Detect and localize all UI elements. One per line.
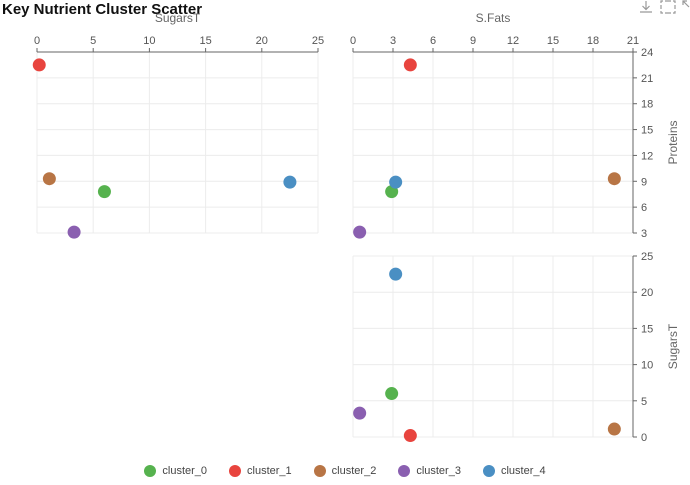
- chart-toolbar: [638, 0, 690, 14]
- legend-label: cluster_2: [331, 465, 377, 477]
- legend-label: cluster_1: [247, 465, 292, 477]
- panel-fats-vs-sugars: 0 5 10 15 20 25 SugarsT: [352, 251, 680, 444]
- legend-marker: [313, 465, 326, 477]
- x-tick-label: 21: [627, 35, 639, 47]
- legend-marker: [229, 465, 242, 477]
- panel-sugars-vs-proteins: 0 5 10 15 20 25 SugarsT: [32, 11, 324, 239]
- y-axis-label: SugarsT: [666, 323, 680, 369]
- select-box-icon[interactable]: [660, 0, 676, 14]
- data-point-cluster_1[interactable]: [403, 429, 417, 443]
- data-point-cluster_2[interactable]: [607, 172, 621, 186]
- y-tick-label: 25: [641, 251, 653, 263]
- chart-title: Key Nutrient Cluster Scatter: [2, 1, 203, 18]
- y-tick-label: 18: [641, 99, 653, 111]
- data-point-cluster_4[interactable]: [389, 175, 403, 189]
- x-tick-label: 0: [34, 35, 40, 47]
- legend-item-cluster_1[interactable]: cluster_1: [229, 465, 292, 477]
- data-point-cluster_1[interactable]: [32, 58, 46, 72]
- y-tick-label: 10: [641, 360, 653, 372]
- x-tick-label: 0: [350, 35, 356, 47]
- x-tick-label: 10: [143, 35, 155, 47]
- data-point-cluster_4[interactable]: [389, 267, 403, 281]
- legend-item-cluster_3[interactable]: cluster_3: [398, 465, 461, 477]
- legend-item-cluster_0[interactable]: cluster_0: [144, 465, 207, 477]
- y-tick-label: 15: [641, 125, 653, 137]
- legend-label: cluster_0: [162, 465, 208, 477]
- x-tick-label: 15: [547, 35, 559, 47]
- legend-label: cluster_3: [416, 465, 461, 477]
- legend-marker: [144, 465, 157, 477]
- x-tick-label: 9: [470, 35, 476, 47]
- x-tick-label: 6: [430, 35, 436, 47]
- data-point-cluster_2[interactable]: [607, 422, 621, 436]
- y-tick-label: 20: [641, 287, 653, 299]
- data-point-cluster_3[interactable]: [353, 225, 367, 239]
- y-tick-label: 3: [641, 228, 647, 240]
- x-tick-label: 25: [312, 35, 324, 47]
- x-axis-label: S.Fats: [476, 11, 511, 25]
- data-point-cluster_0[interactable]: [385, 387, 399, 401]
- x-tick-label: 18: [587, 35, 599, 47]
- data-point-cluster_3[interactable]: [353, 406, 367, 420]
- y-tick-label: 5: [641, 396, 647, 408]
- x-axis-label: SugarsT: [155, 11, 201, 25]
- y-tick-label: 24: [641, 47, 653, 59]
- y-tick-label: 0: [641, 432, 647, 444]
- legend-item-cluster_2[interactable]: cluster_2: [313, 465, 377, 477]
- x-tick-label: 20: [256, 35, 268, 47]
- x-tick-label: 12: [507, 35, 519, 47]
- y-tick-label: 6: [641, 202, 647, 214]
- y-tick-label: 15: [641, 323, 653, 335]
- y-tick-label: 9: [641, 176, 647, 188]
- data-point-cluster_4[interactable]: [283, 175, 297, 189]
- x-tick-label: 15: [199, 35, 211, 47]
- legend-label: cluster_4: [500, 465, 546, 477]
- legend-item-cluster_4[interactable]: cluster_4: [482, 465, 546, 477]
- data-point-cluster_2[interactable]: [42, 172, 56, 186]
- legend-marker: [482, 465, 495, 477]
- data-point-cluster_3[interactable]: [67, 225, 81, 239]
- data-point-cluster_0[interactable]: [97, 185, 111, 199]
- legend-marker: [398, 465, 411, 477]
- y-tick-label: 21: [641, 73, 653, 85]
- download-icon[interactable]: [638, 0, 654, 14]
- zoom-icon[interactable]: [682, 0, 690, 14]
- legend: cluster_0 cluster_1 cluster_2 cluster_3 clus…: [0, 465, 690, 477]
- y-axis-label: Proteins: [666, 120, 680, 164]
- x-tick-label: 5: [90, 35, 96, 47]
- data-point-cluster_1[interactable]: [403, 58, 417, 72]
- x-tick-label: 3: [390, 35, 396, 47]
- y-tick-label: 12: [641, 150, 653, 162]
